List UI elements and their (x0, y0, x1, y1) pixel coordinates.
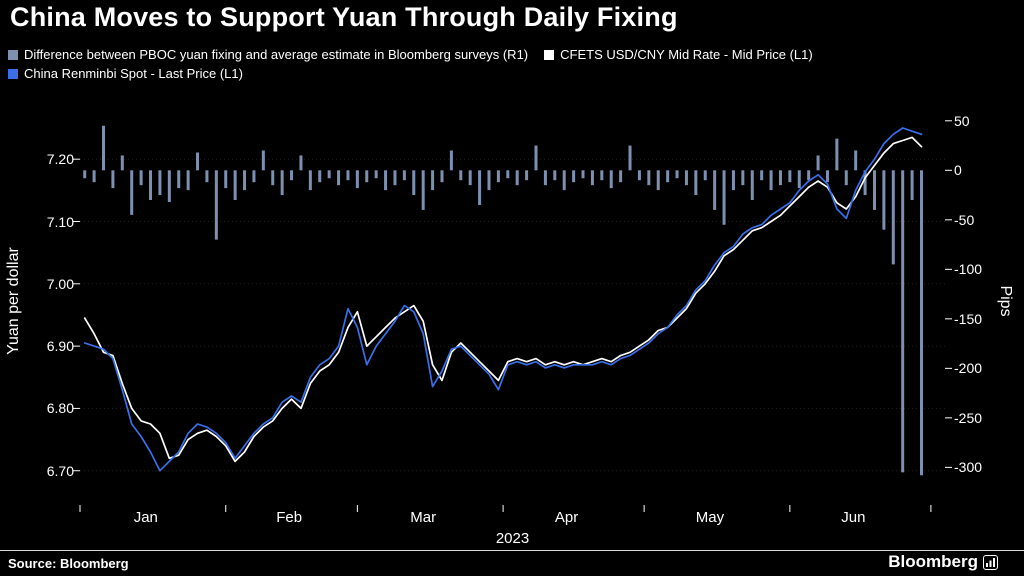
legend-item: China Renminbi Spot - Last Price (L1) (8, 64, 243, 83)
source-credit: Source: Bloomberg (8, 556, 129, 571)
legend-swatch-icon (8, 49, 18, 60)
axis-ticks (73, 120, 952, 512)
footer-divider (0, 550, 1024, 551)
left-axis-title: Yuan per dollar (5, 247, 22, 355)
legend-swatch-icon (544, 49, 555, 60)
spot-line (83, 127, 923, 472)
right-axis-title: Pips (997, 285, 1014, 317)
legend-item: CFETS USD/CNY Mid Rate - Mid Price (L1) (544, 45, 813, 64)
gridlines (80, 158, 945, 472)
bloomberg-wordmark: Bloomberg (888, 552, 998, 572)
chart-title: China Moves to Support Yuan Through Dail… (10, 2, 678, 32)
mid-rate-line (83, 136, 923, 463)
legend-label: China Renminbi Spot - Last Price (L1) (24, 66, 243, 81)
pips-bars (83, 125, 923, 476)
legend-label: CFETS USD/CNY Mid Rate - Mid Price (L1) (560, 47, 813, 62)
chart-legend: Difference between PBOC yuan fixing and … (8, 45, 1020, 83)
legend-item: Difference between PBOC yuan fixing and … (8, 45, 528, 64)
x-axis-year-label: 2023 (495, 530, 530, 547)
legend-swatch-icon (8, 68, 18, 79)
bloomberg-brand-text: Bloomberg (888, 552, 978, 571)
bloomberg-terminal-icon (983, 554, 998, 570)
legend-label: Difference between PBOC yuan fixing and … (24, 47, 529, 62)
